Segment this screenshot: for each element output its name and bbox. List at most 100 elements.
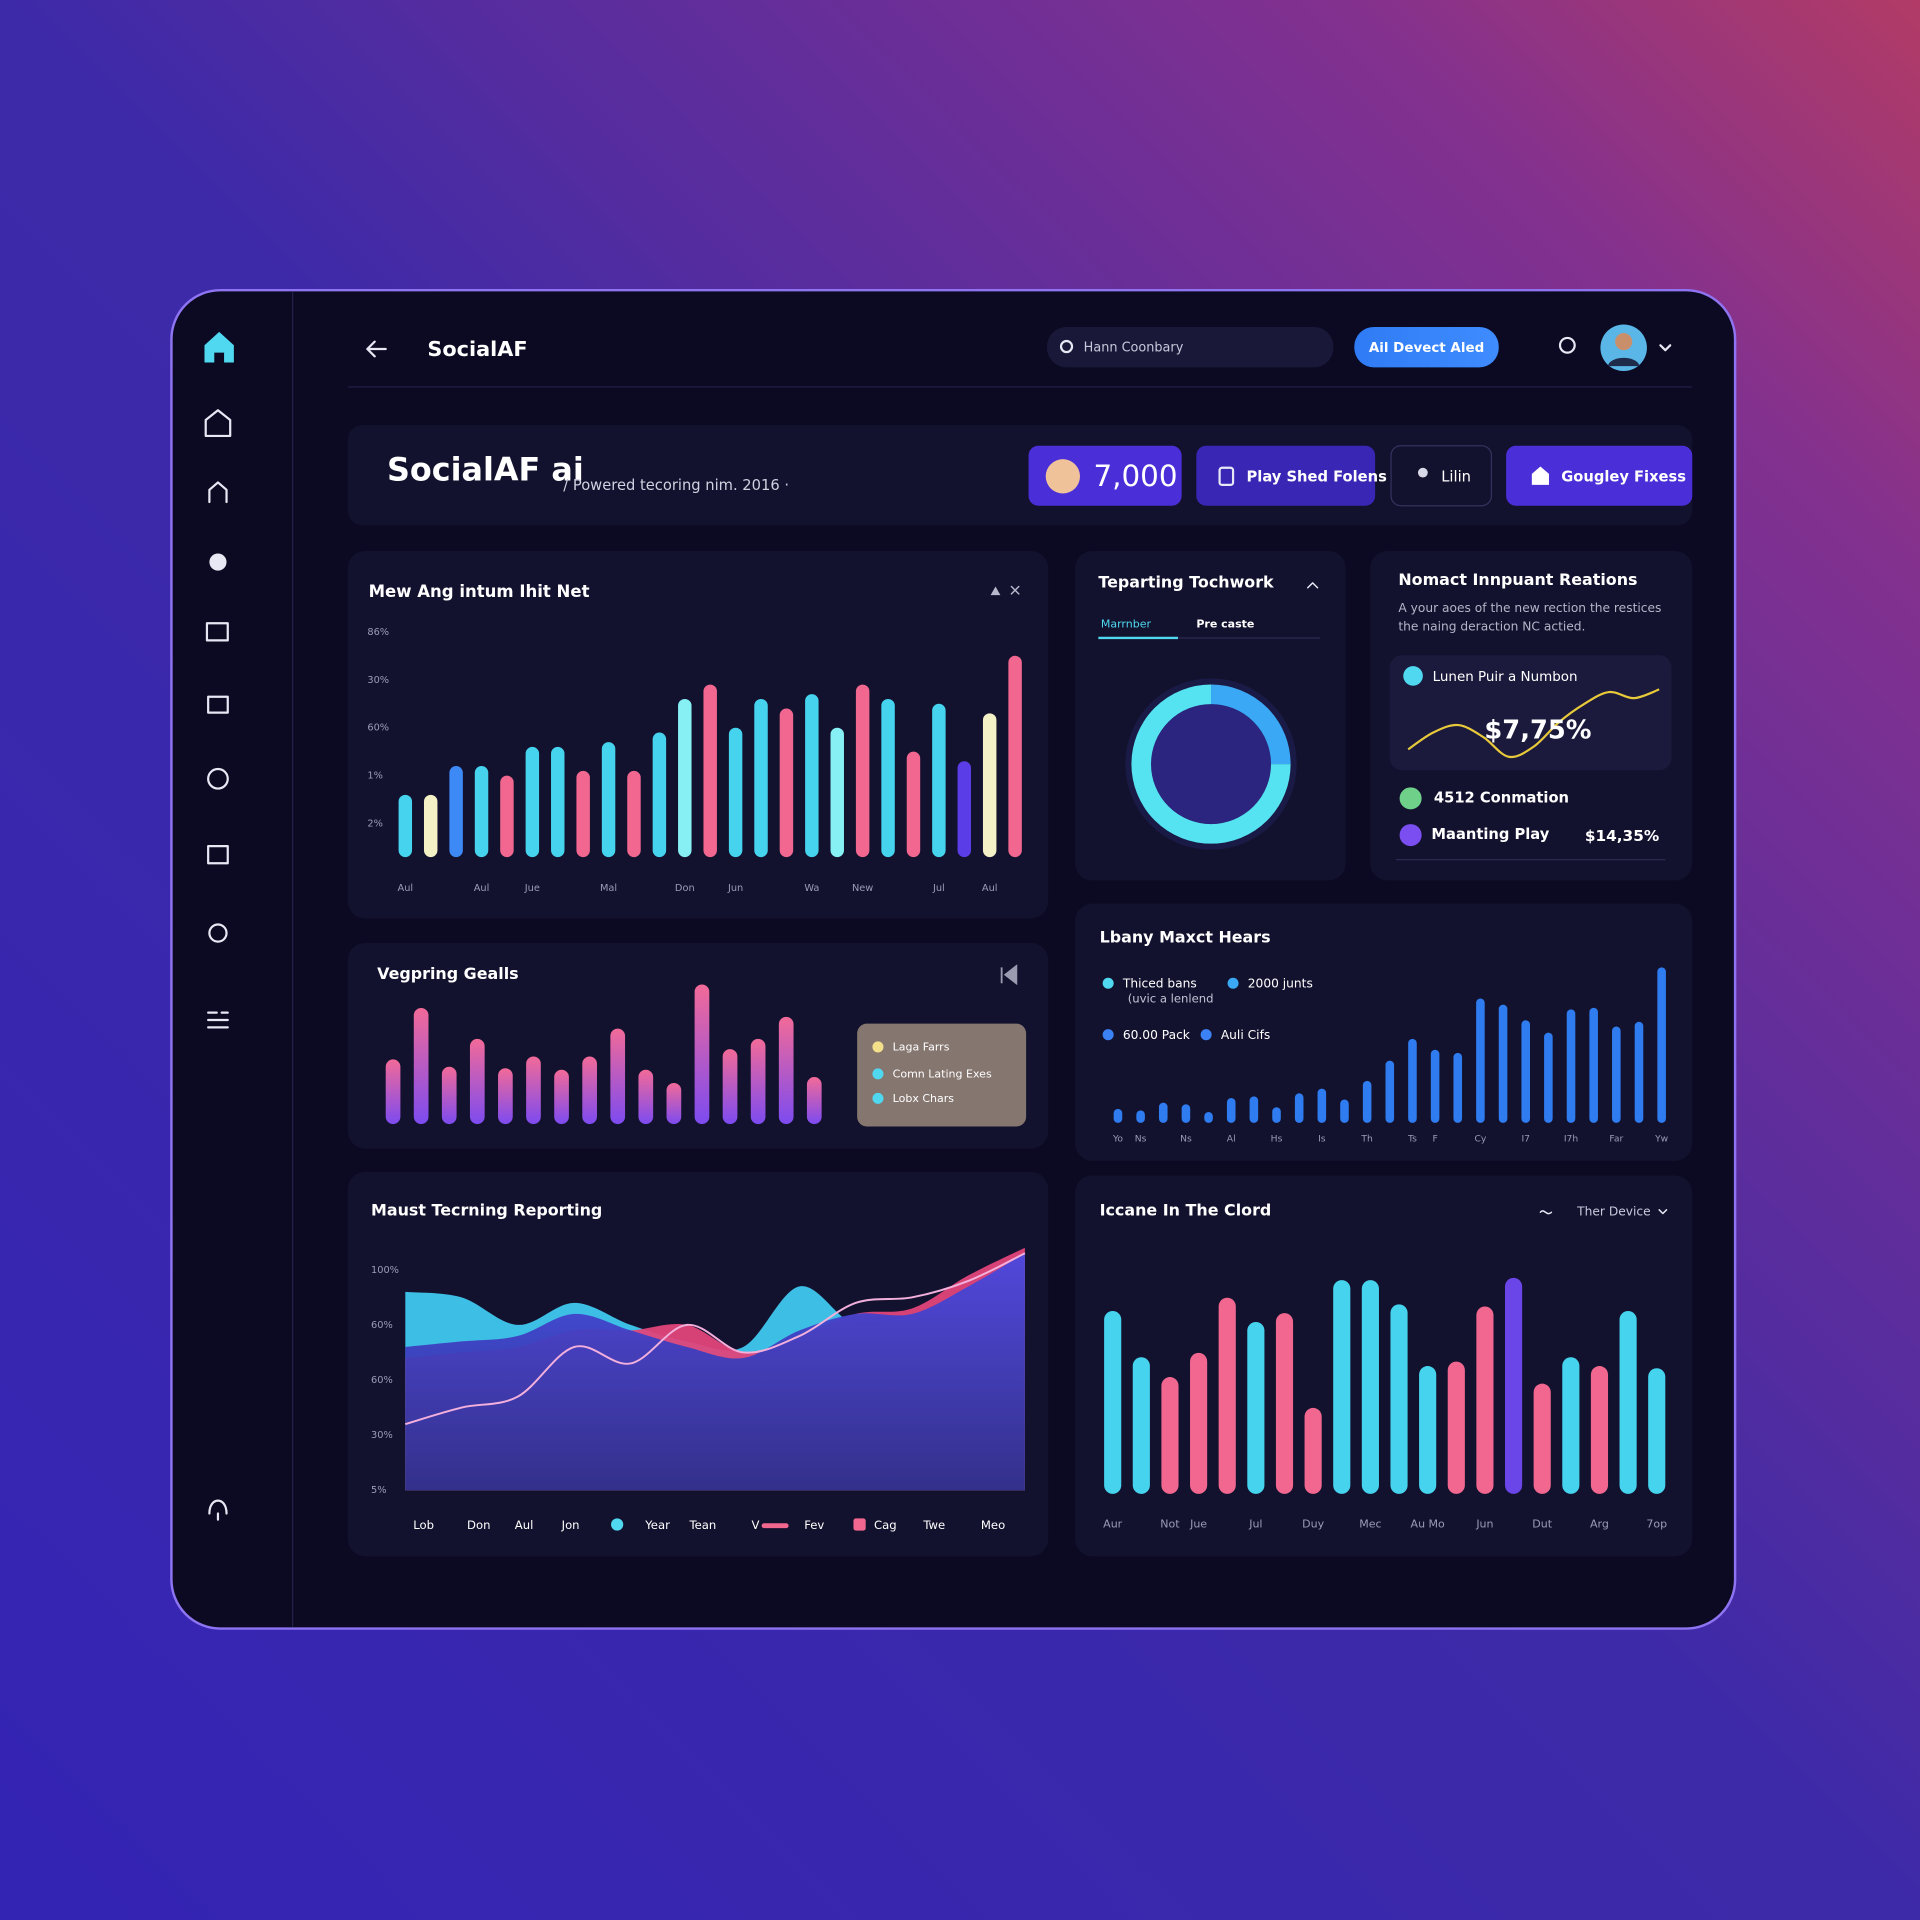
card-control[interactable]: [1010, 585, 1020, 595]
legend-icon: [853, 1518, 866, 1531]
tab[interactable]: Marrnber: [1101, 617, 1152, 630]
bar: [1566, 1009, 1576, 1123]
card: [1075, 903, 1693, 1161]
legend-swatch: [872, 1068, 884, 1080]
item-label: 4512 Conmation: [1434, 789, 1569, 806]
nav-icon[interactable]: [208, 923, 228, 943]
card-title: Iccane In The Clord: [1100, 1201, 1272, 1220]
bar: [526, 1056, 541, 1125]
app-title: SocialAF: [427, 337, 527, 361]
alert-button[interactable]: [1354, 326, 1499, 368]
card-control[interactable]: [990, 586, 1001, 596]
item-value: $14,35%: [1585, 827, 1659, 845]
x-tick-label: Cy: [1474, 1133, 1486, 1144]
x-tick-label: Th: [1360, 1133, 1373, 1144]
x-tick-label: Jue: [1189, 1517, 1207, 1530]
bar: [1476, 1306, 1494, 1494]
area: [405, 1253, 1025, 1491]
nav-icon[interactable]: [207, 767, 229, 790]
x-tick-label: Mec: [1359, 1517, 1381, 1530]
card-title: Vegpring Gealls: [377, 964, 518, 983]
bar: [1590, 1366, 1609, 1494]
bar: [982, 713, 997, 858]
user-icon[interactable]: [1558, 336, 1576, 354]
legend-swatch: [1227, 977, 1239, 989]
bar: [1361, 1280, 1379, 1494]
bar: [551, 746, 565, 858]
card-description: A your aoes of the new rection the resti…: [1398, 601, 1661, 615]
bar: [1226, 1097, 1236, 1123]
line: [405, 1252, 1026, 1426]
legend-label: Thiced bans: [1122, 976, 1197, 990]
nav-icon[interactable]: [208, 1499, 228, 1521]
y-tick-label: 60%: [371, 1375, 393, 1386]
x-tick-label: 7op: [1646, 1517, 1667, 1530]
bar: [423, 794, 438, 858]
search-box[interactable]: [1046, 326, 1334, 368]
legend-swatch: [1102, 977, 1114, 989]
avatar-body: [1607, 357, 1640, 367]
bar: [1181, 1104, 1191, 1123]
bar: [1476, 998, 1485, 1123]
x-tick-label: Ns: [1180, 1133, 1192, 1144]
y-tick-label: 5%: [371, 1485, 387, 1496]
bar: [652, 732, 667, 858]
x-tick-label: Wa: [804, 883, 819, 894]
bar: [881, 698, 895, 858]
x-tick-label: Jul: [932, 883, 945, 894]
card-control[interactable]: [1000, 964, 1018, 986]
bar: [1247, 1321, 1265, 1494]
bar: [1657, 967, 1666, 1123]
bar: [1362, 1080, 1372, 1123]
bar: [1272, 1107, 1281, 1123]
action-button[interactable]: [1506, 445, 1693, 506]
bar: [1634, 1021, 1644, 1123]
bar: [601, 742, 616, 858]
bar: [1132, 1357, 1150, 1494]
nav-icon[interactable]: [204, 409, 232, 438]
nav-icon[interactable]: [207, 1011, 229, 1029]
y-tick-label: 2%: [367, 819, 383, 830]
card: [1075, 1175, 1693, 1557]
nav-icon[interactable]: [207, 695, 229, 714]
card-title: Lbany Maxct Hears: [1100, 927, 1271, 946]
x-label: Don: [467, 1518, 490, 1532]
avatar-caret[interactable]: [1659, 344, 1672, 352]
bar: [754, 698, 768, 858]
bar: [1498, 1004, 1508, 1123]
bar: [1544, 1032, 1553, 1123]
legend-box: [857, 1023, 1027, 1127]
bar: [610, 1028, 626, 1125]
x-label: Twe: [922, 1518, 945, 1532]
action-button[interactable]: [1390, 445, 1493, 507]
action-button[interactable]: [1196, 445, 1376, 506]
legend-swatch: [1200, 1029, 1212, 1041]
x-tick-label: Far: [1609, 1133, 1623, 1144]
collapse[interactable]: [1307, 582, 1319, 589]
nav-home[interactable]: [204, 331, 234, 363]
nav-icon[interactable]: [208, 481, 228, 504]
highlight-value: $7,75%: [1484, 716, 1591, 746]
bar: [1533, 1383, 1551, 1494]
back-button[interactable]: [366, 340, 387, 358]
bar: [441, 1066, 457, 1125]
action-button-label: Gougley Fixess: [1561, 469, 1686, 486]
item-icon: [1399, 824, 1422, 847]
x-tick-label: I7: [1521, 1133, 1530, 1144]
nav-icon[interactable]: [205, 622, 229, 642]
x-tick-label: Jue: [524, 883, 540, 894]
legend-icon: [611, 1518, 624, 1531]
legend-label: Lobx Chars: [893, 1092, 955, 1105]
x-tick-label: Ns: [1135, 1133, 1147, 1144]
tab[interactable]: Pre caste: [1196, 617, 1254, 630]
nav-icon[interactable]: [209, 553, 227, 571]
bar: [666, 1082, 682, 1125]
nav-icon[interactable]: [207, 845, 229, 865]
filter-dropdown[interactable]: Ther Device: [1576, 1205, 1651, 1219]
x-tick-label: Arg: [1590, 1517, 1609, 1530]
filter-caret[interactable]: [1658, 1209, 1668, 1215]
bar: [806, 1077, 822, 1125]
sidebar: [204, 331, 234, 1521]
bar: [1612, 1026, 1621, 1123]
bar: [957, 761, 972, 858]
